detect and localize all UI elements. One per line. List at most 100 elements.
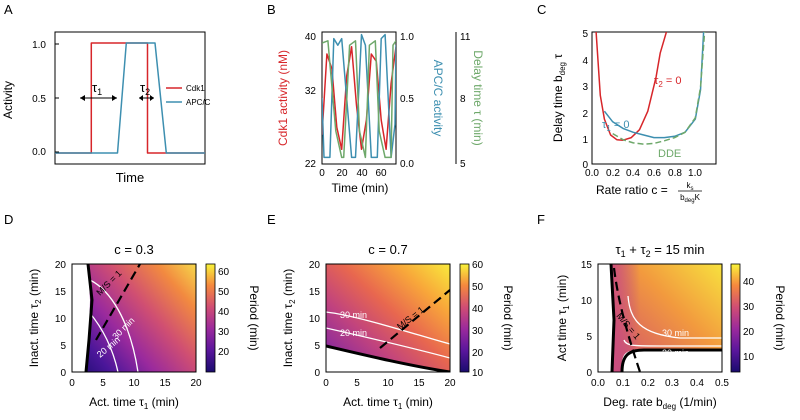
panel-e-xtick-5: 5: [354, 378, 360, 389]
panel-f-xlabel: Deg. rate bdeg (1/min): [603, 395, 716, 411]
panel-b-ltick-32: 32: [305, 86, 317, 97]
panel-d-ytick-0: 0: [60, 368, 66, 379]
panel-e-ytick-15: 15: [309, 287, 321, 298]
panel-e-xtick-20: 20: [444, 378, 456, 389]
panel-label-d: D: [4, 212, 13, 227]
svg-text:ks: ks: [687, 181, 694, 192]
panel-f-contour-20: [623, 339, 722, 347]
panel-f-ytick-0: 0: [586, 368, 592, 379]
panel-f-xtick-03: 0.3: [665, 378, 679, 389]
panel-e-ms-line: [379, 289, 450, 349]
panel-d-ytick-20: 20: [55, 260, 67, 271]
panel-f-cb-40: 40: [743, 277, 755, 288]
panel-e-cb-20: 20: [472, 348, 484, 359]
panel-label-f: F: [537, 212, 545, 227]
panel-a-legend: Cdk1 APC/C: [166, 84, 211, 107]
panel-d-cb-30: 30: [218, 327, 230, 338]
panel-c-ytick-0: 0: [582, 160, 588, 171]
panel-a-ylabel: Activity: [1, 81, 15, 119]
panel-f-cb-label: Period (min): [773, 285, 787, 350]
panel-f-xtick-02: 0.2: [641, 378, 655, 389]
label-tau1-zero: τ1 = 0: [602, 119, 629, 133]
panel-e-xtick-10: 10: [382, 378, 394, 389]
panel-e-contour-30: [326, 311, 450, 345]
panel-e-20min-label: 20 min: [340, 328, 367, 338]
panel-f-30min-label: 30 min: [662, 328, 689, 338]
panel-e-cb-50: 50: [472, 282, 484, 293]
panel-c-frame: [591, 31, 717, 165]
panel-f-xtick-04: 0.4: [690, 378, 704, 389]
panel-c-xtick-08: 0.8: [668, 168, 682, 179]
panel-b-xtick-60: 60: [375, 168, 387, 179]
panel-b-ltick-40: 40: [305, 32, 317, 43]
panel-d-ytick-5: 5: [60, 341, 66, 352]
panel-d-white-region: [72, 264, 90, 372]
panel-e-cb-60: 60: [472, 260, 484, 271]
label-tau2-zero: τ2 = 0: [654, 75, 681, 89]
panel-c-xtick-02: 0.2: [606, 168, 620, 179]
panel-label-b: B: [267, 2, 276, 17]
panel-b-xtick-40: 40: [356, 168, 368, 179]
panel-c-series-dde: [612, 32, 706, 145]
panel-d-cb-60: 60: [218, 267, 230, 278]
panel-f-cb-10: 10: [743, 352, 755, 363]
panel-f-xtick-05: 0.5: [715, 378, 729, 389]
panel-d-xtick-5: 5: [100, 378, 106, 389]
panel-c-ylabel: Delay time bdeg τ: [551, 54, 567, 142]
svg-text:Rate ratio c =: Rate ratio c =: [596, 183, 668, 197]
panel-c-xtick-00: 0.0: [585, 168, 599, 179]
panel-f-xtick-01: 0.1: [616, 378, 630, 389]
panel-b-series-delay-time: [322, 40, 396, 159]
panel-c: 5 4 3 2 1 0 0.0 0.2 0.4 0.6 0.8 1.0 Dela…: [551, 29, 717, 204]
panel-e-ylabel: Inact. time τ2 (min): [281, 269, 297, 368]
panel-e-cb-label: Period (min): [501, 285, 515, 350]
panel-e-xtick-15: 15: [413, 378, 425, 389]
panel-e: c = 0.7 M/S = 1 30 min 20 min 20 15 10 5…: [281, 242, 515, 411]
panel-e-contour-20: [326, 327, 450, 359]
panel-d: c = 0.3 M/S = 1 20 min 30 min 20 15 10 5…: [27, 242, 261, 411]
label-dde: DDE: [658, 148, 681, 160]
panel-d-ytick-15: 15: [55, 287, 67, 298]
panel-c-xlabel: Rate ratio c = ks bdegK: [596, 181, 702, 204]
panel-a-frame: [54, 31, 206, 165]
panel-d-xlabel: Act. time τ1 (min): [89, 395, 179, 411]
panel-e-title: c = 0.7: [368, 242, 407, 257]
panel-b: 40 32 22 1.0 0.5 0.0 11 8 5 0 20 40 60 T…: [276, 31, 485, 195]
panel-b-xtick-0: 0: [319, 168, 325, 179]
panel-b-right-label-delay: Delay time τ (min): [471, 50, 485, 145]
panel-label-c: C: [537, 2, 546, 17]
panel-d-xtick-0: 0: [69, 378, 75, 389]
panel-f-heatmap: M/S = 1 30 min 20 min: [598, 264, 722, 372]
panel-b-right-label-apc: APC/C activity: [431, 60, 445, 137]
panel-a-xlabel: Time: [116, 170, 144, 185]
panel-c-ytick-4: 4: [582, 56, 588, 67]
panel-e-ytick-10: 10: [309, 314, 321, 325]
panel-b-left-label: Cdk1 activity (nM): [276, 50, 290, 146]
panel-a-ytick-05: 0.5: [32, 94, 46, 105]
panel-c-ytick-5: 5: [582, 29, 588, 40]
panel-d-cb-50: 50: [218, 287, 230, 298]
panel-d-colorbar: [205, 263, 216, 373]
panel-b-xtick-20: 20: [336, 168, 348, 179]
panel-label-a: A: [4, 2, 13, 17]
panel-e-ytick-20: 20: [309, 260, 321, 271]
panel-b-dtick-11: 11: [460, 32, 471, 43]
panel-f-ylabel: Act time τ1 (min): [555, 275, 571, 362]
panel-e-ytick-5: 5: [314, 341, 320, 352]
panel-f-boundary-left: [609, 264, 616, 372]
panel-a-ytick-0: 0.0: [32, 147, 46, 158]
panel-c-ytick-2: 2: [582, 109, 588, 120]
panel-b-dtick-5: 5: [460, 159, 466, 170]
panel-b-dtick-8: 8: [460, 94, 466, 105]
panel-b-xlabel: Time (min): [332, 181, 389, 195]
panel-d-heatmap: M/S = 1 20 min 30 min: [72, 264, 196, 372]
panel-f-title: τ1 + τ2 = 15 min: [616, 242, 705, 259]
panel-f: τ1 + τ2 = 15 min M/S = 1 30 min 20 min 1…: [555, 242, 787, 411]
panel-d-cb-20: 20: [218, 347, 230, 358]
panel-e-ytick-0: 0: [314, 368, 320, 379]
panel-a: Activity Time 1.0 0.5 0.0 τ1 τ2 Cdk1 APC…: [1, 31, 211, 185]
panel-e-xtick-0: 0: [323, 378, 329, 389]
panel-f-20min-label: 20 min: [662, 348, 689, 358]
panel-e-cb-40: 40: [472, 304, 484, 315]
